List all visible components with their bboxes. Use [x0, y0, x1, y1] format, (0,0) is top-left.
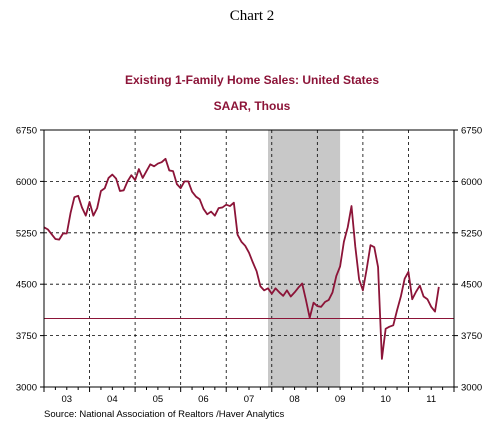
y-tick-label-left: 3000 [16, 383, 37, 394]
plot-frame [43, 129, 455, 388]
y-tick-label-right: 3000 [461, 383, 482, 394]
x-tick-label: 09 [335, 394, 346, 405]
x-tick-label: 07 [244, 394, 255, 405]
y-tick-label-right: 6000 [461, 177, 482, 188]
x-tick-label: 05 [153, 394, 164, 405]
x-tick-label: 04 [107, 394, 118, 405]
x-tick-label: 11 [426, 394, 436, 405]
recession-shading [267, 130, 341, 387]
y-tick-label-left: 4500 [16, 280, 37, 291]
y-tick-label-right: 6750 [461, 126, 482, 137]
y-tick-label-left: 6000 [16, 177, 37, 188]
y-tick-label-left: 5250 [16, 228, 37, 239]
x-tick-label: 03 [61, 394, 72, 405]
chart-source: Source: National Association of Realtors… [44, 409, 285, 420]
y-tick-label-right: 4500 [461, 280, 482, 291]
chart-subtitle: SAAR, Thous [213, 99, 291, 113]
x-tick-label: 10 [380, 394, 391, 405]
y-tick-label-left: 3750 [16, 331, 37, 342]
y-tick-label-right: 3750 [461, 331, 482, 342]
y-tick-label-right: 5250 [461, 228, 482, 239]
y-tick-label-left: 6750 [16, 126, 37, 137]
x-tick-label: 06 [198, 394, 209, 405]
series-line-0 [43, 157, 440, 360]
chart-caption: Chart 2 [229, 8, 275, 24]
x-tick-label: 08 [289, 394, 300, 405]
chart-title: Existing 1-Family Home Sales: United Sta… [124, 73, 380, 87]
